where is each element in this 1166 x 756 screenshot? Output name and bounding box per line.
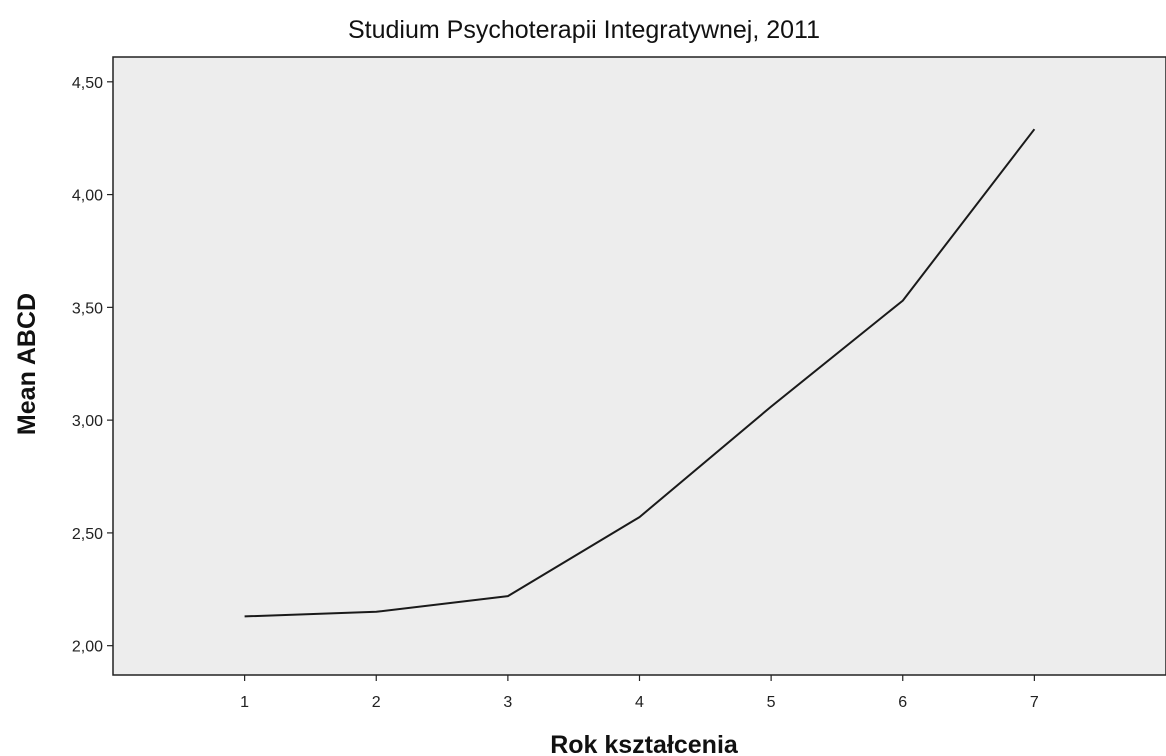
plot-area <box>112 56 1166 676</box>
x-tick-label: 2 <box>372 694 381 711</box>
x-tick-label: 5 <box>767 694 776 711</box>
x-axis-label: Rok kształcenia <box>550 731 739 756</box>
y-tick-label: 3,50 <box>72 300 103 317</box>
y-tick-label: 3,00 <box>72 413 103 430</box>
series-layer <box>244 128 1036 618</box>
x-tick-label: 3 <box>503 694 512 711</box>
x-tick-label: 1 <box>240 694 249 711</box>
series-line <box>244 128 1036 618</box>
y-axis: 2,00 2,50 3,00 3,50 4,00 4,50 <box>72 75 113 656</box>
chart-title: Studium Psychoterapii Integratywnej, 201… <box>348 16 820 44</box>
x-tick-label: 7 <box>1030 694 1039 711</box>
y-axis-label: Mean ABCD <box>13 293 41 435</box>
y-tick-label: 4,50 <box>72 75 103 92</box>
x-axis: 1 2 3 4 5 6 7 <box>240 675 1039 711</box>
x-tick-label: 6 <box>898 694 907 711</box>
y-tick-label: 2,00 <box>72 639 103 656</box>
y-tick-label: 4,00 <box>72 188 103 205</box>
x-tick-label: 4 <box>635 694 644 711</box>
y-tick-label: 2,50 <box>72 526 103 543</box>
